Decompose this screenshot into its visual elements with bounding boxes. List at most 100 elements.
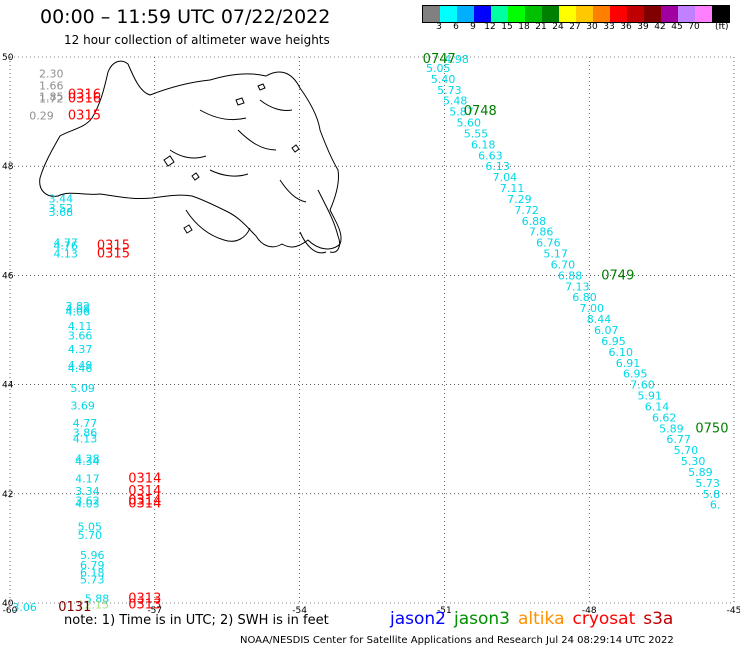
colorbar-unit: (ft) xyxy=(715,22,729,32)
wave-height-label: 4.06 xyxy=(66,305,91,318)
wave-height-label: 5.17 xyxy=(543,248,568,261)
wave-height-label: 3.06 xyxy=(12,601,37,614)
x-tick-label: -45 xyxy=(727,606,740,616)
wave-height-label: 6.77 xyxy=(666,433,691,446)
wave-height-label: 7.11 xyxy=(500,182,525,195)
colorbar-swatch xyxy=(440,6,457,22)
colorbar-label: 9 xyxy=(470,22,476,32)
wave-height-label: 5.73 xyxy=(437,84,462,97)
x-tick-label: -51 xyxy=(437,606,452,616)
wave-height-label: 4.13 xyxy=(73,433,98,446)
wave-height-label: 3.34 xyxy=(75,485,100,498)
colorbar-label: 27 xyxy=(569,22,581,32)
colorbar-labels: 3 6 9 12 15 18 21 24 27 30 33 36 39 42 45 70 xyxy=(422,22,740,34)
wave-height-label: 6.91 xyxy=(616,357,641,370)
wave-height-label: 6.70 xyxy=(551,258,576,271)
colorbar-swatch xyxy=(542,6,559,22)
footer-credit: NOAA/NESDIS Center for Satellite Applica… xyxy=(240,635,674,646)
wave-height-label: 7.60 xyxy=(630,379,655,392)
y-tick-label: 48 xyxy=(2,162,14,172)
colorbar-swatch xyxy=(457,6,474,22)
wave-height-label: 5.89 xyxy=(688,466,713,479)
colorbar-label: 21 xyxy=(535,22,547,32)
pass-time-label: 0313 xyxy=(128,592,161,607)
island-6 xyxy=(291,144,300,153)
wave-height-label: 5.40 xyxy=(431,73,456,86)
colorbar-swatch xyxy=(491,6,508,22)
wave-height-label: 5.91 xyxy=(637,390,662,403)
wave-height-label: 6.88 xyxy=(522,215,547,228)
wave-height-label: 6.62 xyxy=(652,411,677,424)
wave-height-label: 4.13 xyxy=(53,248,78,261)
pass-time-label: 0315 xyxy=(68,108,101,123)
colorbar-swatch xyxy=(661,6,678,22)
wave-height-label: 1.72 xyxy=(39,92,64,105)
wave-height-label: 5.30 xyxy=(681,455,706,468)
colorbar-label: 30 xyxy=(586,22,598,32)
wave-height-label: 6.14 xyxy=(645,400,670,413)
newfoundland-coast xyxy=(39,60,342,250)
colorbar-label: 39 xyxy=(637,22,649,32)
pass-time-label: 0748 xyxy=(464,104,497,119)
wave-height-label: 4.11 xyxy=(68,320,93,333)
y-tick-label: 42 xyxy=(2,490,13,500)
colorbar-swatch xyxy=(627,6,644,22)
wave-height-label: 6.88 xyxy=(558,269,583,282)
wave-height-label: 5.87 xyxy=(449,106,474,119)
pass-time-label: 0315 xyxy=(97,247,130,262)
island-5 xyxy=(257,83,266,91)
x-tick-label: -57 xyxy=(147,606,162,616)
burin-peninsula xyxy=(185,209,327,254)
wave-height-label: 3.69 xyxy=(70,399,95,412)
pass-time-label: 0750 xyxy=(695,421,728,436)
x-tick-label: -48 xyxy=(582,606,597,616)
wave-height-label: 2.30 xyxy=(39,67,64,80)
pass-time-label: 0316 xyxy=(68,88,101,103)
wave-height-label: 1.85 xyxy=(39,90,64,103)
wave-height-label: 4.49 xyxy=(68,359,93,372)
wave-height-labels: 2.301.661.851.720.290316031603153.443.52… xyxy=(12,52,728,615)
wave-height-label: 7.13 xyxy=(565,280,590,293)
wave-height-label: 4.77 xyxy=(53,237,78,250)
wave-height-label: 7.72 xyxy=(514,204,539,217)
island-4 xyxy=(235,97,245,106)
legend-cryosat: cryosat xyxy=(572,609,636,629)
wave-height-label: 5.70 xyxy=(78,529,103,542)
wave-height-label: 5.70 xyxy=(674,444,699,457)
wave-height-label: 6.95 xyxy=(601,335,626,348)
legend-altika: altika xyxy=(518,609,565,629)
wave-height-label: 6.80 xyxy=(572,291,597,304)
colorbar-label: 36 xyxy=(620,22,632,32)
pass-time-label: 0314 xyxy=(128,493,161,508)
pass-time-label: 0314 xyxy=(128,484,161,499)
wave-height-label: 4.98 xyxy=(444,53,469,66)
wave-height-label: 6.95 xyxy=(623,368,648,381)
colorbar-swatch xyxy=(423,6,440,22)
wave-height-label: 5.73 xyxy=(695,477,720,490)
wave-height-label: 8.44 xyxy=(587,313,612,326)
wave-height-label: 4.08 xyxy=(66,303,91,316)
wave-height-label: 1.66 xyxy=(39,79,64,92)
pass-time-label: 0313 xyxy=(128,598,161,613)
wave-height-label: 6.18 xyxy=(471,138,496,151)
wave-height-label: 5.05 xyxy=(426,62,451,75)
pass-time-label: 0747 xyxy=(423,52,456,67)
coastline xyxy=(39,60,342,254)
legend-s3a: s3a xyxy=(643,609,674,629)
wave-height-label: 7.00 xyxy=(580,302,605,315)
wave-height-label: 6.10 xyxy=(609,346,634,359)
wave-height-label: 6.79 xyxy=(80,559,105,572)
wave-height-label: 6.18 xyxy=(80,566,105,579)
pass-time-label: 0314 xyxy=(128,497,161,512)
wave-height-label: 4.28 xyxy=(75,452,100,465)
pass-time-label: 0314 xyxy=(128,472,161,487)
wave-height-label: 4.37 xyxy=(68,343,93,356)
avalon-peninsula xyxy=(317,189,341,253)
wave-height-label: 4.17 xyxy=(75,473,100,486)
colorbar-label: 18 xyxy=(518,22,530,32)
wave-height-label: 6.13 xyxy=(485,160,510,173)
colorbar-swatch xyxy=(508,6,525,22)
inner-bays xyxy=(169,99,307,203)
wave-height-label: 7.04 xyxy=(493,171,517,184)
